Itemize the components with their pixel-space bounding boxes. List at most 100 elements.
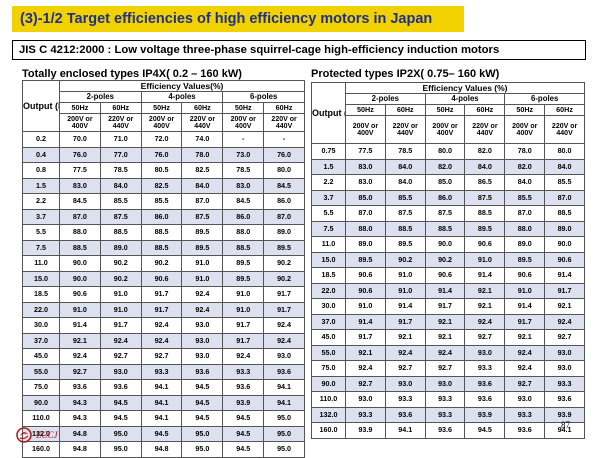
efficiency-cell: 91.4 xyxy=(544,267,585,284)
efficiency-cell: 88.5 xyxy=(222,239,265,256)
efficiency-cell: 92.7 xyxy=(544,329,585,346)
efficiency-cell: 91.4 xyxy=(504,298,546,315)
table-row: 3.7 87.0 87.5 86.0 87.5 86.0 87.0 xyxy=(22,208,305,225)
efficiency-cell: 93.0 xyxy=(181,332,224,349)
frequency-header: 50Hz xyxy=(59,102,101,114)
efficiency-cell: 84.0 xyxy=(384,158,426,175)
efficiency-cell: 92.1 xyxy=(464,298,506,315)
efficiency-cell: - xyxy=(222,131,265,148)
pole-header: 6-poles xyxy=(504,93,585,105)
efficiency-cell: 92.4 xyxy=(99,332,142,349)
voltage-header: 220V or 440V xyxy=(464,115,506,144)
output-kw-cell: 90.0 xyxy=(311,375,346,392)
output-kw-cell: 45.0 xyxy=(311,329,346,346)
efficiency-values-header: Efficiency Values (%) xyxy=(345,82,585,94)
efficiency-cell: 77.5 xyxy=(345,143,386,160)
efficiency-cell: 88.5 xyxy=(544,205,585,222)
efficiency-cell: 88.5 xyxy=(140,239,183,256)
output-kw-cell: 11.0 xyxy=(311,236,346,253)
efficiency-cell: 93.9 xyxy=(544,406,585,423)
efficiency-cell: 93.0 xyxy=(99,363,142,380)
output-kw-cell: 0.4 xyxy=(22,146,60,163)
efficiency-cell: 93.0 xyxy=(263,348,305,365)
efficiency-cell: 93.3 xyxy=(424,391,466,408)
efficiency-cell: 89.0 xyxy=(544,220,585,237)
efficiency-cell: 94.5 xyxy=(181,410,224,427)
output-kw-cell: 37.0 xyxy=(311,313,346,330)
efficiency-cell: 92.4 xyxy=(222,348,265,365)
efficiency-cell: 93.0 xyxy=(504,391,546,408)
pole-header: 2-poles xyxy=(59,91,142,103)
output-kw-header: Output (kW) xyxy=(22,80,60,132)
pole-header: 2-poles xyxy=(345,93,426,105)
efficiency-cell: 84.5 xyxy=(59,193,101,210)
efficiency-cell: 91.7 xyxy=(140,301,183,318)
efficiency-cell: 87.0 xyxy=(345,205,386,222)
output-kw-cell: 7.5 xyxy=(22,239,60,256)
efficiency-cell: 92.1 xyxy=(424,329,466,346)
table-row: 2.2 83.0 84.0 85.0 86.5 84.0 85.5 xyxy=(311,174,585,191)
efficiency-cell: 76.0 xyxy=(140,146,183,163)
table-row: 75.0 92.4 92.7 92.7 93.3 92.4 93.0 xyxy=(311,360,585,377)
efficiency-cell: 90.2 xyxy=(140,255,183,272)
efficiency-cell: 94.1 xyxy=(140,410,183,427)
efficiency-cell: 94.5 xyxy=(222,441,265,458)
efficiency-cell: 91.7 xyxy=(99,317,142,334)
output-kw-cell: 18.5 xyxy=(22,286,60,303)
voltage-header: 220V or 440V xyxy=(544,115,585,144)
efficiency-cell: 94.8 xyxy=(140,441,183,458)
efficiency-cell: 85.5 xyxy=(544,174,585,191)
frequency-header: 50Hz xyxy=(345,104,386,116)
efficiency-cell: 90.6 xyxy=(59,286,101,303)
efficiency-cell: 90.2 xyxy=(424,251,466,268)
eccj-logo-icon xyxy=(16,427,32,443)
output-kw-cell: 132.0 xyxy=(311,406,346,423)
output-kw-cell: 110.0 xyxy=(22,410,60,427)
output-kw-header: Output (kW) xyxy=(311,82,346,144)
voltage-header: 200V or 400V xyxy=(504,115,546,144)
efficiency-cell: 91.7 xyxy=(544,282,585,299)
output-kw-cell: 90.0 xyxy=(22,394,60,411)
output-kw-cell: 5.5 xyxy=(311,205,346,222)
efficiency-cell: 82.0 xyxy=(464,143,506,160)
efficiency-cell: 90.2 xyxy=(263,270,305,287)
efficiency-cell: 89.5 xyxy=(345,251,386,268)
efficiency-cell: 78.0 xyxy=(504,143,546,160)
efficiency-cell: 89.0 xyxy=(263,224,305,241)
table-row: 90.0 92.7 93.0 93.0 93.6 92.7 93.3 xyxy=(311,375,585,392)
output-kw-cell: 22.0 xyxy=(311,282,346,299)
table-row: 3.7 85.0 85.5 86.0 87.5 85.5 87.0 xyxy=(311,189,585,206)
voltage-header: 220V or 440V xyxy=(99,113,142,132)
output-kw-cell: 7.5 xyxy=(311,220,346,237)
table-row: 0.4 76.0 77.0 76.0 78.0 73.0 76.0 xyxy=(22,146,305,163)
output-kw-cell: 75.0 xyxy=(22,379,60,396)
efficiency-cell: 72.0 xyxy=(140,131,183,148)
efficiency-cell: 92.4 xyxy=(181,301,224,318)
efficiency-cell: 93.0 xyxy=(181,348,224,365)
table-row: 55.0 92.1 92.4 92.4 93.0 92.4 93.0 xyxy=(311,344,585,361)
efficiency-cell: 85.5 xyxy=(504,189,546,206)
efficiency-cell: 89.5 xyxy=(464,220,506,237)
table-row: 0.75 77.5 78.5 80.0 82.0 78.0 80.0 xyxy=(311,143,585,160)
efficiency-cell: 94.1 xyxy=(263,379,305,396)
efficiency-cell: 85.5 xyxy=(99,193,142,210)
efficiency-cell: 91.4 xyxy=(59,317,101,334)
efficiency-cell: 94.5 xyxy=(99,394,142,411)
efficiency-cell: 91.0 xyxy=(464,251,506,268)
efficiency-cell: 92.7 xyxy=(464,329,506,346)
table-row: 5.5 87.0 87.5 87.5 88.5 87.0 88.5 xyxy=(311,205,585,222)
efficiency-cell: 85.5 xyxy=(384,189,426,206)
left-table-caption: Totally enclosed types IP4X( 0.2 – 160 k… xyxy=(22,68,242,80)
efficiency-cell: 93.3 xyxy=(140,363,183,380)
efficiency-cell: 93.6 xyxy=(222,379,265,396)
efficiency-cell: 90.0 xyxy=(424,236,466,253)
frequency-header: 60Hz xyxy=(544,104,585,116)
efficiency-cell: 91.0 xyxy=(181,270,224,287)
efficiency-cell: 92.7 xyxy=(59,363,101,380)
efficiency-cell: 71.0 xyxy=(99,131,142,148)
efficiency-cell: 91.7 xyxy=(384,313,426,330)
table-row: 2.2 84.5 85.5 85.5 87.0 84.5 86.0 xyxy=(22,193,305,210)
table-row: 37.0 91.4 91.7 92.1 92.4 91.7 92.4 xyxy=(311,313,585,330)
efficiency-cell: 83.0 xyxy=(345,158,386,175)
efficiency-cell: 90.6 xyxy=(504,267,546,284)
